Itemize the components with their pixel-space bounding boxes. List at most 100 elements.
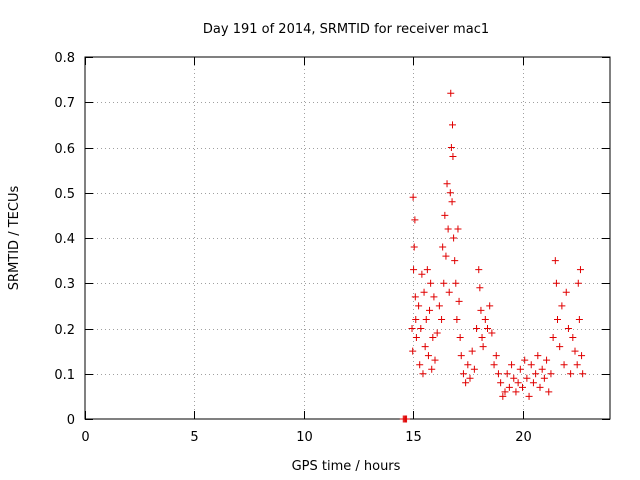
data-point — [579, 370, 587, 378]
data-point — [428, 365, 436, 373]
y-tick-label: 0.4 — [54, 232, 75, 247]
data-point — [417, 325, 425, 332]
data-point — [445, 288, 453, 296]
data-point — [492, 352, 500, 360]
data-point — [451, 257, 459, 265]
data-point — [475, 266, 483, 274]
data-point — [422, 315, 430, 323]
data-point — [494, 370, 502, 378]
data-point — [435, 302, 443, 310]
data-point — [576, 266, 584, 274]
data-point — [440, 279, 448, 287]
data-point — [421, 343, 429, 351]
data-point — [473, 325, 481, 332]
data-point — [420, 288, 428, 296]
data-point — [438, 315, 446, 323]
data-point — [408, 325, 416, 332]
data-point — [449, 121, 456, 129]
data-point — [457, 352, 465, 360]
data-point — [569, 334, 577, 342]
data-point — [560, 361, 568, 369]
data-point — [501, 388, 509, 396]
data-point — [411, 293, 419, 301]
y-tick-label: 0.5 — [54, 187, 75, 202]
data-point — [409, 193, 417, 201]
data-point — [512, 388, 520, 396]
data-point — [505, 383, 513, 391]
x-tick-label: 5 — [190, 430, 198, 445]
data-point — [499, 392, 507, 400]
data-point — [556, 343, 564, 351]
data-point — [447, 89, 455, 97]
data-point — [508, 361, 516, 369]
data-point — [409, 347, 417, 355]
data-point — [510, 374, 518, 382]
data-point — [534, 352, 542, 360]
data-point — [415, 302, 423, 310]
data-point — [423, 266, 431, 274]
data-point — [447, 144, 455, 151]
data-point — [558, 302, 566, 310]
data-point — [449, 153, 457, 161]
x-tick-label: 20 — [515, 430, 532, 445]
y-axis-label: SRMTID / TECUs — [7, 186, 22, 291]
data-point — [554, 315, 561, 323]
data-point — [412, 334, 420, 342]
data-point — [429, 334, 437, 342]
y-tick-label: 0.1 — [54, 368, 75, 383]
y-tick-label: 0.8 — [54, 51, 75, 66]
data-point — [444, 225, 452, 233]
data-point — [462, 379, 470, 387]
data-point — [481, 315, 489, 323]
data-point — [459, 370, 467, 378]
data-point — [453, 315, 461, 323]
data-point — [424, 352, 432, 360]
data-point — [529, 379, 537, 387]
data-point — [514, 379, 522, 387]
ticks: 0 0.1 0.2 0.3 0.4 0.5 0.6 0.7 0.8 0 5 10 15 20 — [54, 51, 610, 445]
y-tick-label: 0.3 — [54, 277, 75, 292]
data-point — [479, 343, 487, 351]
chart-title: Day 191 of 2014, SRMTID for receiver mac… — [203, 22, 489, 37]
data-point — [532, 370, 540, 378]
data-point — [476, 284, 484, 292]
data-point — [571, 347, 579, 355]
data-point — [574, 279, 582, 287]
data-point — [562, 288, 570, 296]
y-tick-label: 0.7 — [54, 96, 75, 111]
data-point — [567, 370, 575, 378]
data-point — [430, 293, 438, 301]
y-tick-label: 0 — [67, 413, 75, 428]
data-point — [410, 266, 418, 274]
data-point — [464, 361, 472, 369]
data-point — [433, 329, 441, 337]
data-point — [416, 361, 424, 369]
data-point — [536, 383, 544, 391]
data-point — [418, 270, 426, 278]
data-point — [455, 297, 463, 305]
data-point — [441, 211, 449, 219]
data-point — [527, 361, 535, 369]
data-point — [456, 334, 464, 342]
data-point — [545, 388, 553, 396]
data-point — [549, 334, 557, 342]
data-point — [454, 225, 462, 233]
data-point — [538, 365, 546, 373]
data-point — [516, 365, 524, 373]
data-point — [470, 365, 478, 373]
y-tick-label: 0.6 — [54, 142, 75, 157]
data-point — [486, 302, 494, 310]
data-point — [564, 325, 572, 332]
data-point — [578, 352, 586, 360]
data-point — [411, 216, 419, 224]
data-point — [419, 370, 427, 378]
data-point — [540, 374, 548, 382]
data-point — [573, 361, 581, 369]
data-point — [552, 279, 560, 287]
data-point — [484, 325, 491, 332]
data-point — [478, 334, 486, 342]
data-point — [525, 392, 533, 400]
data-point — [431, 356, 439, 364]
